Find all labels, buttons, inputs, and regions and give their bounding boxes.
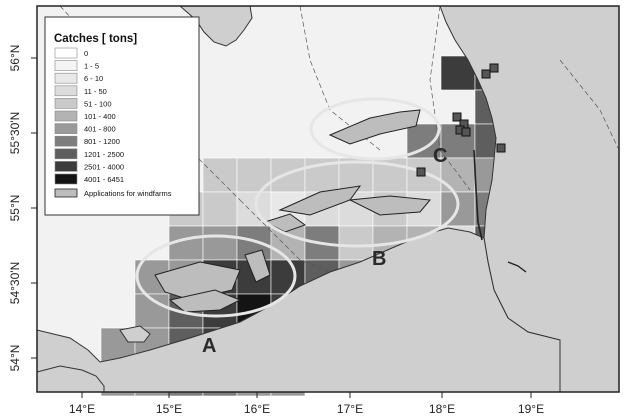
lat-label-55: 55°N xyxy=(8,195,22,222)
lon-label-19: 19°E xyxy=(518,402,544,416)
map-frame xyxy=(36,5,620,393)
lon-label-15: 15°E xyxy=(156,402,182,416)
legend-label: 401 - 800 xyxy=(84,125,116,134)
catch-cell xyxy=(202,191,238,227)
legend-swatch xyxy=(54,98,78,109)
legend-label: 101 - 400 xyxy=(84,112,116,121)
legend-items: 0 1 - 5 6 - 10 11 - 50 51 - 100 101 - 400 401 … xyxy=(54,47,124,185)
catch-cell xyxy=(338,225,374,261)
windfarm-polygons xyxy=(154,109,431,313)
legend-swatch xyxy=(54,161,78,172)
legend-swatch xyxy=(54,60,78,71)
legend-label: 1201 - 2500 xyxy=(84,150,124,159)
legend-swatch xyxy=(54,135,78,147)
curonian-spit xyxy=(507,261,527,273)
legend-label: 0 xyxy=(84,49,88,58)
legend-swatch xyxy=(54,47,78,59)
legend-swatch xyxy=(54,148,78,160)
catch-cell xyxy=(270,157,306,193)
lat-label-56: 56°N xyxy=(8,45,22,72)
catch-cell xyxy=(202,157,238,193)
latitude-labels: 56°N 55°30'N 55°N 54°30'N 54°N xyxy=(8,45,22,372)
hel-peninsula xyxy=(473,149,483,241)
legend-label: 4001 - 6451 xyxy=(84,175,124,184)
lat-label-55-30: 55°30'N xyxy=(8,112,22,154)
lon-label-16: 16°E xyxy=(244,402,270,416)
zone-c-ellipse xyxy=(309,97,441,161)
legend-swatch xyxy=(54,110,78,122)
legend-label: 11 - 50 xyxy=(84,87,107,96)
zone-a-ellipse xyxy=(135,234,297,318)
land-areas xyxy=(36,5,620,393)
land-north-west xyxy=(178,5,253,47)
port-markers xyxy=(416,63,506,177)
zone-ellipses xyxy=(135,97,460,318)
legend-label: 801 - 1200 xyxy=(84,137,120,146)
legend-title: Catches [ tons] xyxy=(54,33,137,45)
legend-windfarm-swatch xyxy=(54,188,78,198)
zone-label-a: A xyxy=(202,335,216,357)
longitude-labels: 14°E 15°E 16°E 17°E 18°E 19°E xyxy=(69,402,544,416)
lat-label-54-30: 54°30'N xyxy=(8,262,22,304)
zone-b-ellipse xyxy=(254,160,460,248)
tick-marks xyxy=(31,57,532,398)
island-small xyxy=(119,325,151,343)
legend: Catches [ tons] 0 1 - 5 6 - 10 11 - 50 51 - … xyxy=(44,16,200,216)
legend-label: 1 - 5 xyxy=(84,62,99,71)
legend-windfarm-label: Applications for windfarms xyxy=(84,189,172,198)
lon-label-17: 17°E xyxy=(337,402,363,416)
catch-cell xyxy=(202,225,238,261)
legend-label: 2501 - 4000 xyxy=(84,162,124,171)
legend-swatch xyxy=(54,72,78,84)
lat-label-54: 54°N xyxy=(8,345,22,372)
lon-label-14: 14°E xyxy=(69,402,95,416)
legend-swatch xyxy=(54,123,78,134)
legend-label: 6 - 10 xyxy=(84,74,103,83)
zone-label-c: C xyxy=(433,145,447,167)
land-south-coast xyxy=(36,227,561,393)
legend-swatch xyxy=(54,85,78,97)
legend-swatch xyxy=(54,173,78,185)
zone-label-b: B xyxy=(372,248,386,270)
lon-label-18: 18°E xyxy=(429,402,455,416)
legend-label: 51 - 100 xyxy=(84,99,112,108)
